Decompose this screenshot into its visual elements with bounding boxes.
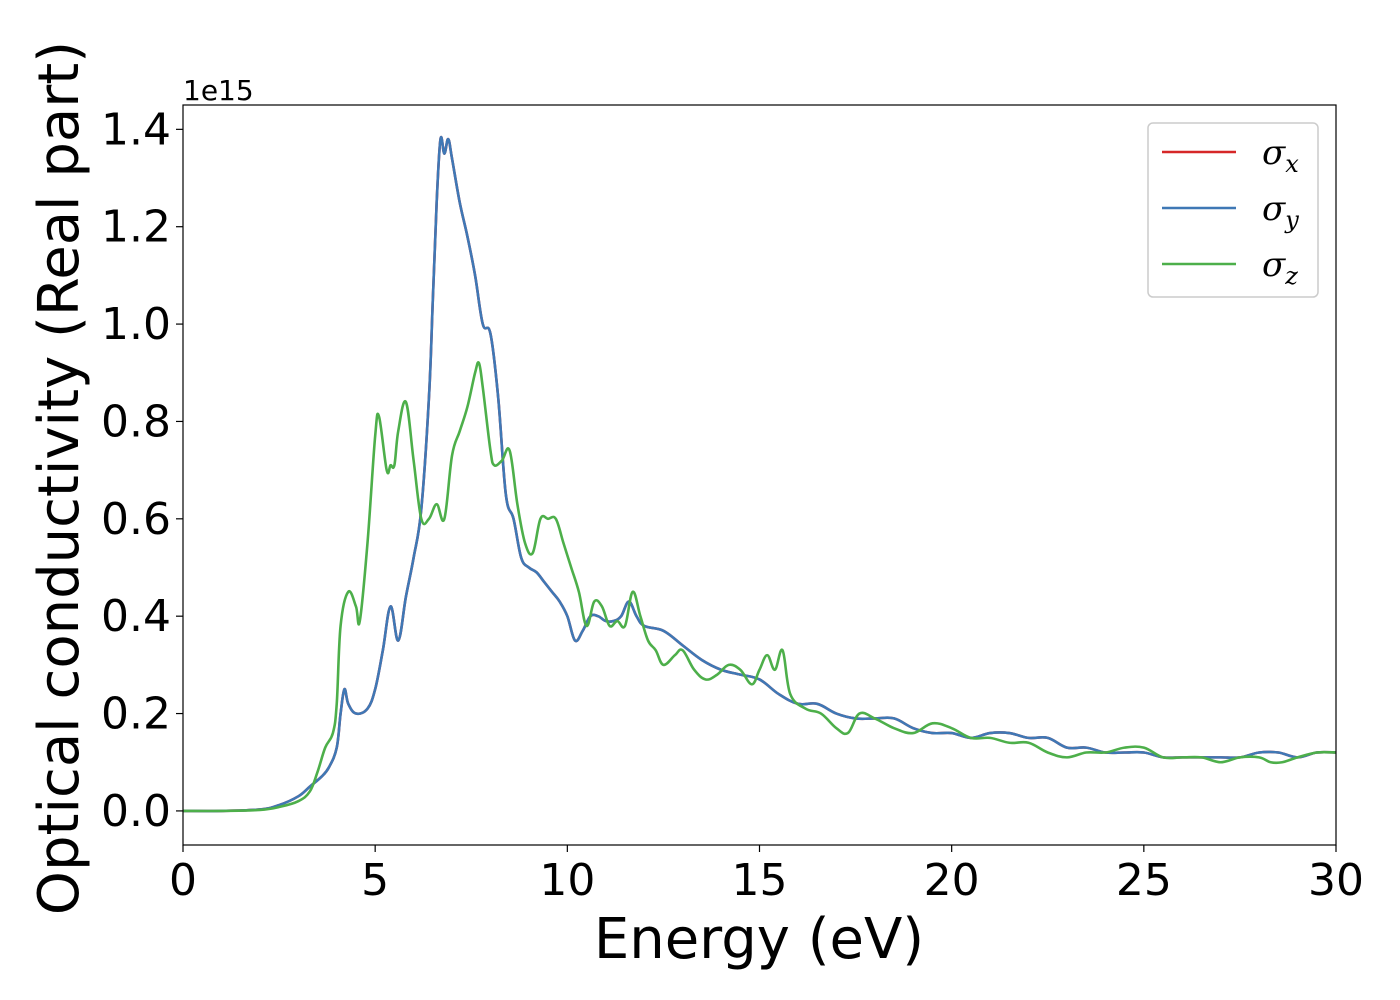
y-tick-label: 0.6 [101,494,171,545]
x-tick-label: 5 [361,855,389,906]
legend-entry-x: σx [1162,133,1299,178]
legend-label: σy [1262,189,1299,234]
series-line-y [183,135,1336,813]
legend-entry-z: σz [1162,245,1298,290]
x-axis-title: Energy (eV) [594,907,924,972]
y-offset-label: 1e15 [183,74,254,107]
x-tick-label: 15 [732,855,788,906]
legend-entry-y: σy [1162,189,1299,234]
legend-label: σz [1262,245,1298,290]
y-axis-ticks: 0.0 0.2 0.4 0.6 0.8 1.0 1.2 1.4 [101,104,183,837]
x-tick-label: 25 [1116,855,1172,906]
y-tick-label: 1.0 [101,299,171,350]
series-lines [183,135,1336,813]
series-line-z [183,361,1336,813]
legend-label: σx [1262,133,1299,178]
y-tick-label: 0.2 [101,689,171,740]
legend: σx σy σz [1147,122,1319,298]
y-tick-label: 0.4 [101,591,171,642]
y-tick-label: 1.2 [101,202,171,253]
y-tick-label: 0.0 [101,786,171,837]
x-axis-ticks: 0 5 10 15 20 25 30 [169,845,1364,906]
x-tick-label: 0 [169,855,197,906]
y-axis-title: Optical conductivity (Real part) [27,41,92,915]
x-tick-label: 10 [539,855,595,906]
legend-box [1147,122,1319,298]
x-tick-label: 20 [924,855,980,906]
x-tick-label: 30 [1308,855,1364,906]
y-tick-label: 1.4 [101,104,171,155]
y-tick-label: 0.8 [101,396,171,447]
